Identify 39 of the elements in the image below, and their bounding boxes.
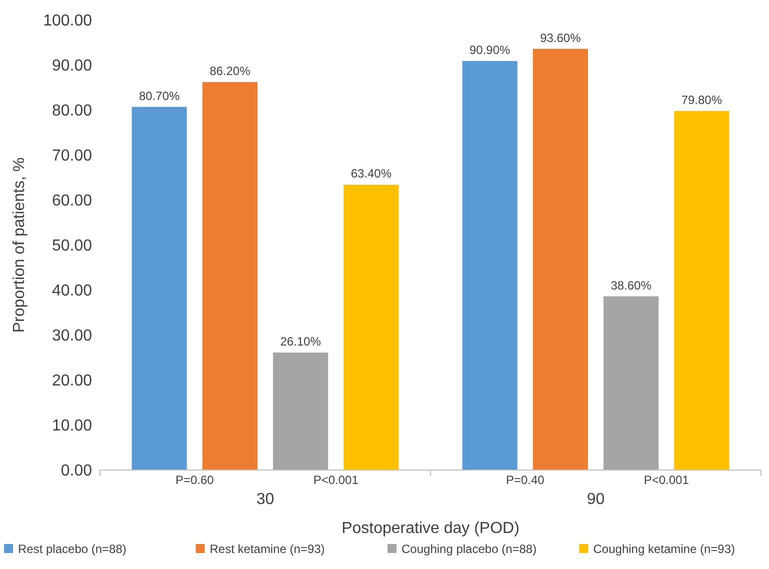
y-tick-label: 60.00 bbox=[52, 192, 92, 210]
text: P=0.40 bbox=[506, 473, 545, 487]
bar bbox=[132, 106, 187, 470]
y-tick-label: 0.00 bbox=[60, 462, 92, 480]
bar bbox=[202, 82, 258, 470]
data-label: 86.20% bbox=[210, 64, 251, 78]
y-axis-title: Proportion of patients, % bbox=[11, 157, 28, 333]
bar bbox=[273, 352, 328, 470]
legend-label: Rest placebo (n=88) bbox=[18, 542, 126, 556]
y-tick-label: 50.00 bbox=[52, 238, 92, 255]
x-tick-label: 90 bbox=[586, 491, 605, 508]
data-label: 79.80% bbox=[681, 92, 722, 107]
bar bbox=[674, 110, 730, 470]
y-tick-label: 100.00 bbox=[43, 12, 92, 30]
text: P<0.001 bbox=[644, 473, 690, 487]
text: P=0.60 bbox=[175, 473, 214, 487]
bar bbox=[462, 60, 518, 470]
y-tick-label: 90.00 bbox=[52, 58, 92, 75]
y-tick-label: 10.00 bbox=[52, 418, 92, 435]
data-label: 80.70% bbox=[138, 88, 180, 103]
data-label: 38.60% bbox=[610, 278, 652, 292]
y-tick-label: 40.00 bbox=[52, 282, 92, 300]
x-axis-title: Postoperative day (POD) bbox=[342, 520, 520, 537]
legend-label: Rest ketamine (n=93) bbox=[210, 542, 325, 556]
data-label: 90.90% bbox=[469, 42, 510, 57]
y-tick-label: 30.00 bbox=[52, 328, 92, 345]
data-label: 63.40% bbox=[350, 166, 392, 181]
y-tick-label: 70.00 bbox=[52, 148, 92, 165]
legend-label: Coughing placebo (n=88) bbox=[402, 542, 537, 556]
bar bbox=[604, 296, 659, 470]
y-tick-label: 20.00 bbox=[52, 372, 92, 390]
bar bbox=[532, 48, 588, 470]
legend-label: Coughing ketamine (n=93) bbox=[593, 542, 736, 556]
bar bbox=[344, 184, 399, 470]
data-label: 26.10% bbox=[280, 334, 322, 349]
x-tick-label: 30 bbox=[256, 491, 274, 508]
text: P<0.001 bbox=[313, 473, 359, 487]
data-label: 93.60% bbox=[540, 30, 582, 45]
y-tick-label: 80.00 bbox=[52, 102, 92, 120]
